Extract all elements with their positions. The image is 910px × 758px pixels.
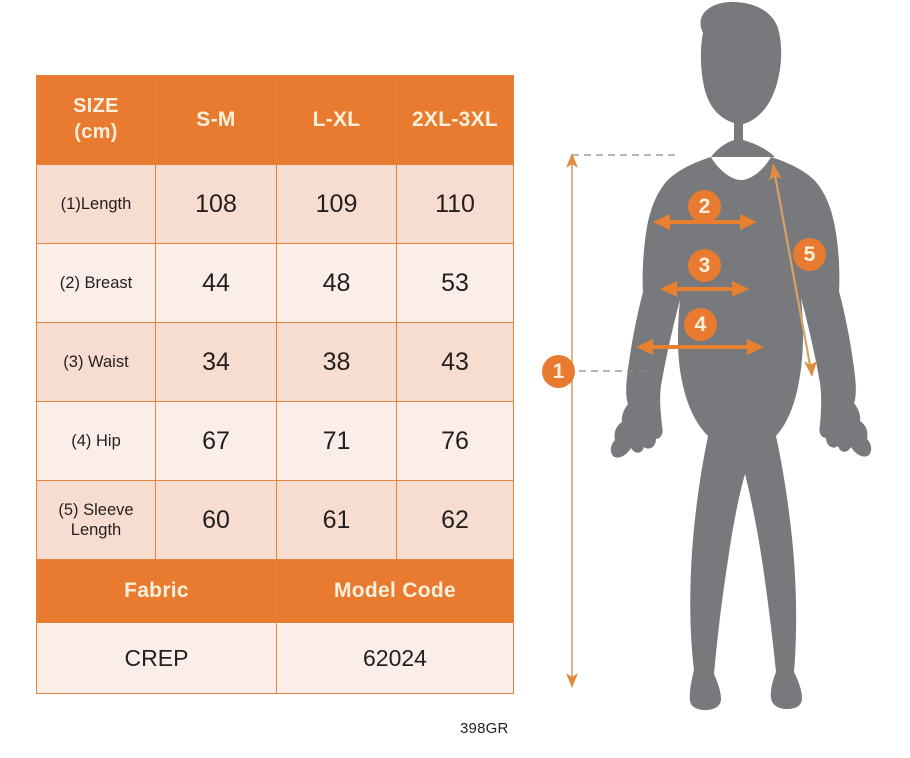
table-row: (2) Breast 44 48 53 <box>36 243 514 323</box>
footer-header-fabric: Fabric <box>36 559 277 623</box>
sleeve-arrow-head-top <box>769 163 782 181</box>
waist-arrow-head-left <box>660 281 677 297</box>
length-arrow-head-top <box>566 153 578 168</box>
cell-waist-s-m: 34 <box>155 322 277 402</box>
measurement-figure-panel: 1 2 3 4 5 <box>525 0 910 758</box>
hip-measurement-indicator <box>636 339 764 355</box>
row-label-breast: (2) Breast <box>36 243 156 323</box>
header-size-cell: SIZE (cm) <box>36 75 156 165</box>
cell-breast-2xl-3xl: 53 <box>396 243 514 323</box>
footer-value-fabric: CREP <box>36 622 277 694</box>
header-unit-label: (cm) <box>74 121 118 143</box>
footer-value-model-code: 62024 <box>276 622 514 694</box>
footer-header-model-code: Model Code <box>276 559 514 623</box>
sleeve-length-measurement-indicator <box>769 163 817 377</box>
cell-breast-l-xl: 48 <box>276 243 397 323</box>
row-label-hip: (4) Hip <box>36 401 156 481</box>
cell-breast-s-m: 44 <box>155 243 277 323</box>
cell-hip-2xl-3xl: 76 <box>396 401 514 481</box>
hip-arrow-head-right <box>747 339 764 355</box>
table-header-row: SIZE (cm) S-M L-XL 2XL-3XL <box>36 75 514 165</box>
cell-length-s-m: 108 <box>155 164 277 244</box>
cell-hip-l-xl: 71 <box>276 401 397 481</box>
waist-arrow-head-right <box>732 281 749 297</box>
length-arrow-head-bottom <box>566 673 578 688</box>
badge-1-length: 1 <box>542 355 575 388</box>
size-chart-table: SIZE (cm) S-M L-XL 2XL-3XL (1)Length 108… <box>36 75 514 694</box>
header-size-l-xl: L-XL <box>276 75 397 165</box>
waist-measurement-indicator <box>660 281 749 297</box>
row-label-sleeve-length: (5) Sleeve Length <box>36 480 156 560</box>
torso-arms-legs <box>610 157 872 710</box>
head-and-hair <box>700 1 782 158</box>
badge-5-sleeve-length: 5 <box>793 238 826 271</box>
table-row: (1)Length 108 109 110 <box>36 164 514 244</box>
cell-waist-l-xl: 38 <box>276 322 397 402</box>
cell-length-l-xl: 109 <box>276 164 397 244</box>
header-size-label: SIZE <box>73 95 119 118</box>
table-row: (4) Hip 67 71 76 <box>36 401 514 481</box>
cell-sleeve-l-xl: 61 <box>276 480 397 560</box>
breast-arrow-head-left <box>653 214 670 230</box>
table-footer-value-row: CREP 62024 <box>36 622 514 694</box>
badge-3-waist: 3 <box>688 249 721 282</box>
badge-4-hip: 4 <box>684 308 717 341</box>
female-body-silhouette <box>610 1 872 710</box>
cell-sleeve-s-m: 60 <box>155 480 277 560</box>
sleeve-arrow-head-bottom <box>804 361 817 377</box>
table-row: (3) Waist 34 38 43 <box>36 322 514 402</box>
garment-weight-label: 398GR <box>460 720 509 737</box>
header-size-2xl-3xl: 2XL-3XL <box>396 75 514 165</box>
cell-length-2xl-3xl: 110 <box>396 164 514 244</box>
sleeve-arrow-shaft <box>773 174 812 366</box>
table-footer-header-row: Fabric Model Code <box>36 559 514 623</box>
badge-2-breast: 2 <box>688 190 721 223</box>
cell-sleeve-2xl-3xl: 62 <box>396 480 514 560</box>
breast-arrow-head-right <box>740 214 757 230</box>
table-row: (5) Sleeve Length 60 61 62 <box>36 480 514 560</box>
cell-hip-s-m: 67 <box>155 401 277 481</box>
cell-waist-2xl-3xl: 43 <box>396 322 514 402</box>
female-silhouette-diagram <box>543 1 872 710</box>
header-size-s-m: S-M <box>155 75 277 165</box>
row-label-waist: (3) Waist <box>36 322 156 402</box>
hip-arrow-head-left <box>636 339 653 355</box>
row-label-length: (1)Length <box>36 164 156 244</box>
